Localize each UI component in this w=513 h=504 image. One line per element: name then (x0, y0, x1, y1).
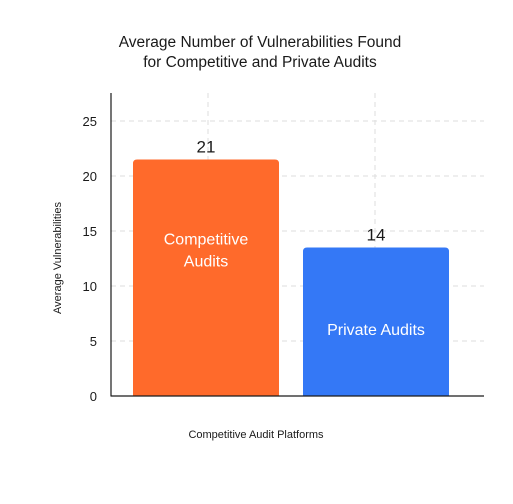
y-tick-label: 15 (83, 224, 97, 239)
bar-value-label: 14 (367, 226, 386, 245)
bar-category-label: Private Audits (327, 322, 425, 339)
bar-value-label: 21 (197, 138, 216, 157)
text-layer: Average Number of Vulnerabilities Found … (52, 34, 425, 441)
chart-title-line-2: for Competitive and Private Audits (143, 54, 377, 71)
y-tick-label: 5 (90, 334, 97, 349)
chart-title-line-1: Average Number of Vulnerabilities Found (119, 34, 402, 51)
y-axis-label: Average Vulnerabilities (52, 202, 64, 314)
y-tick-label: 0 (90, 389, 97, 404)
y-tick-label: 10 (83, 279, 97, 294)
bar (133, 159, 279, 396)
bar-category-label: Audits (184, 253, 228, 270)
y-tick-label: 20 (83, 169, 97, 184)
bars-layer (133, 159, 449, 396)
y-tick-label: 25 (83, 114, 97, 129)
bar (303, 247, 449, 396)
bar-category-label: Competitive (164, 231, 249, 248)
x-axis-label: Competitive Audit Platforms (188, 429, 324, 441)
axes-layer (110, 93, 484, 397)
